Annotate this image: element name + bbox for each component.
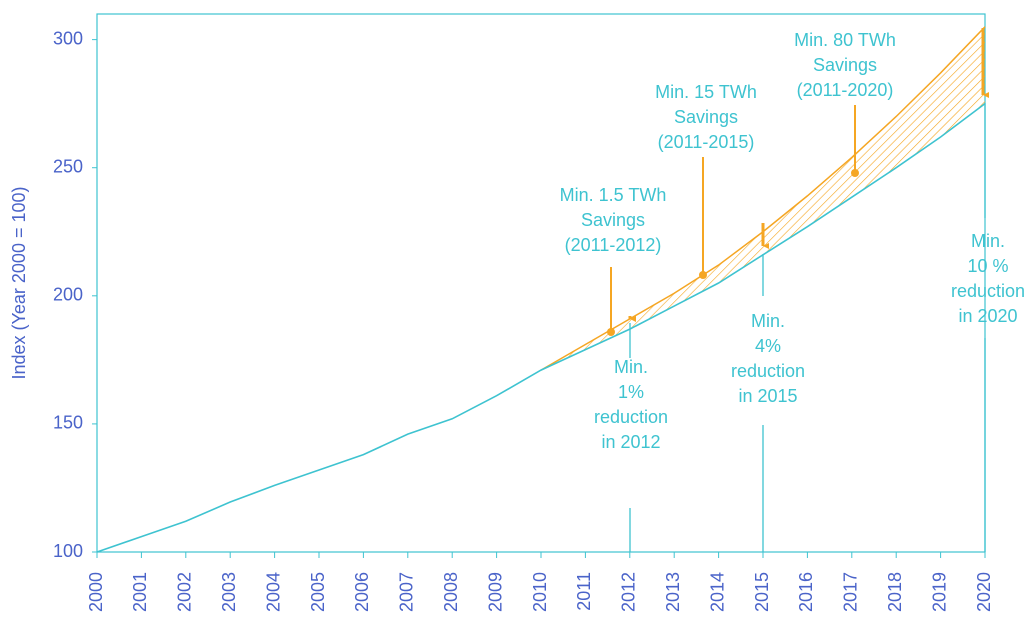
y-axis-label: Index (Year 2000 = 100) — [9, 187, 29, 380]
y-tick-label: 300 — [53, 28, 83, 48]
x-tick-label: 2005 — [308, 572, 328, 612]
annotation-line: Min. — [614, 357, 648, 377]
annotation-line: in 2012 — [601, 432, 660, 452]
annotation-line: reduction — [731, 361, 805, 381]
annotation-line: Min. 15 TWh — [655, 82, 757, 102]
annotation-line: (2011-2015) — [658, 132, 755, 152]
pointer-dot — [607, 328, 615, 336]
x-tick-label: 2003 — [219, 572, 239, 612]
annotation-line: Min. — [751, 311, 785, 331]
x-tick-label: 2002 — [175, 572, 195, 612]
y-tick-label: 200 — [53, 285, 83, 305]
y-tick-label: 250 — [53, 156, 83, 176]
annotation-line: reduction — [594, 407, 668, 427]
x-tick-label: 2009 — [485, 572, 505, 612]
x-tick-label: 2013 — [663, 572, 683, 612]
x-tick-label: 2018 — [885, 572, 905, 612]
y-tick-label: 100 — [53, 541, 83, 561]
annotation-line: reduction — [951, 281, 1025, 301]
annotation-line: (2011-2020) — [797, 80, 894, 100]
x-tick-label: 2020 — [974, 572, 994, 612]
x-tick-label: 2010 — [530, 572, 550, 612]
pointer-dot — [851, 169, 859, 177]
x-tick-label: 2008 — [441, 572, 461, 612]
annotation-line: Min. 80 TWh — [794, 30, 896, 50]
annotation-line: Min. 1.5 TWh — [560, 185, 667, 205]
annotation-line: (2011-2012) — [565, 235, 662, 255]
x-tick-label: 2006 — [352, 572, 372, 612]
x-tick-label: 2016 — [796, 572, 816, 612]
annotation-line: Savings — [674, 107, 738, 127]
x-tick-label: 2017 — [841, 572, 861, 612]
annotation-line: 4% — [755, 336, 781, 356]
x-tick-label: 2019 — [929, 572, 949, 612]
x-tick-label: 2014 — [707, 572, 727, 612]
annotation-line: 10 % — [967, 256, 1008, 276]
pointer-dot — [699, 271, 707, 279]
annotation-line: Savings — [813, 55, 877, 75]
x-tick-label: 2007 — [397, 572, 417, 612]
x-tick-label: 2015 — [752, 572, 772, 612]
series-line — [96, 103, 986, 553]
annotation-line: Savings — [581, 210, 645, 230]
x-tick-label: 2012 — [619, 572, 639, 612]
annotation-line: in 2015 — [738, 386, 797, 406]
y-tick-label: 150 — [53, 413, 83, 433]
x-tick-label: 2001 — [130, 572, 150, 612]
annotation-line: Min. — [971, 231, 1005, 251]
annotation-line: in 2020 — [958, 306, 1017, 326]
x-tick-label: 2011 — [574, 572, 594, 611]
x-tick-label: 2004 — [263, 572, 283, 612]
annotation-line: 1% — [618, 382, 644, 402]
x-tick-label: 2000 — [86, 572, 106, 612]
